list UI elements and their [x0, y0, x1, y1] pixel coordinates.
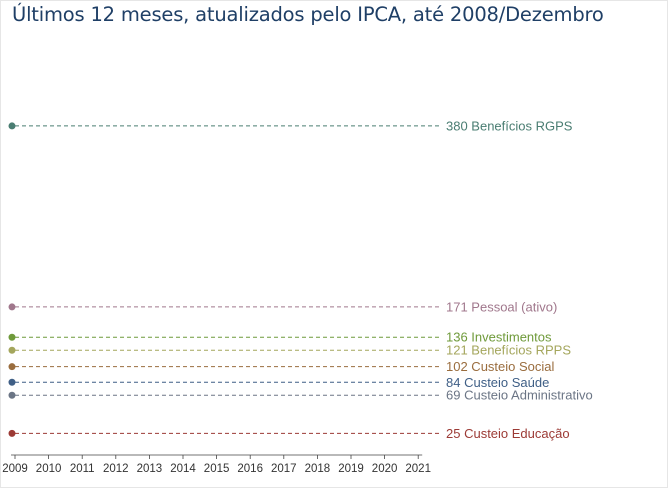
series-group: 102 Custeio Social [8, 359, 555, 374]
series-label: 25 Custeio Educação [446, 426, 570, 441]
series-label: 69 Custeio Administrativo [446, 388, 593, 403]
series-layer: 380 Benefícios RGPS 171 Pessoal (ativo) 13… [8, 118, 593, 441]
x-tick-label: 2017 [271, 463, 297, 475]
x-tick-label: 2013 [137, 463, 163, 475]
data-point[interactable] [8, 303, 16, 311]
x-tick-label: 2014 [170, 463, 196, 475]
data-point[interactable] [8, 429, 16, 437]
x-tick-label: 2015 [204, 463, 230, 475]
series-label: 380 Benefícios RGPS [446, 118, 573, 133]
series-group: 171 Pessoal (ativo) [8, 299, 557, 314]
data-point[interactable] [8, 346, 16, 354]
data-point[interactable] [8, 122, 16, 130]
series-label: 136 Investimentos [446, 330, 552, 345]
series-group: 84 Custeio Saúde [8, 375, 549, 390]
x-tick-label: 2020 [372, 463, 398, 475]
series-group: 121 Benefícios RPPS [8, 343, 571, 358]
x-tick-label: 2018 [305, 463, 331, 475]
series-label: 121 Benefícios RPPS [446, 343, 571, 358]
data-point[interactable] [8, 363, 16, 371]
x-tick-label: 2010 [36, 463, 62, 475]
x-tick-label: 2011 [70, 463, 95, 475]
x-tick-label: 2016 [237, 463, 263, 475]
series-label: 171 Pessoal (ativo) [446, 299, 557, 314]
x-tick-label: 2009 [2, 463, 28, 475]
chart-title: Últimos 12 meses, atualizados pelo IPCA,… [12, 3, 604, 26]
data-point[interactable] [8, 391, 16, 399]
series-group: 25 Custeio Educação [8, 426, 570, 441]
x-tick-label: 2019 [338, 463, 364, 475]
x-tick-label: 2012 [103, 463, 129, 475]
series-group: 136 Investimentos [8, 330, 552, 345]
x-axis: 2009 2010 2011 2012 2013 2014 2015 2016 2017 2018… [2, 454, 431, 475]
series-label: 102 Custeio Social [446, 359, 555, 374]
data-point[interactable] [8, 378, 16, 386]
series-group: 380 Benefícios RGPS [8, 118, 573, 133]
series-group: 69 Custeio Administrativo [8, 388, 593, 403]
data-point[interactable] [8, 333, 16, 341]
series-label: 84 Custeio Saúde [446, 375, 549, 390]
x-tick-label: 2021 [405, 463, 431, 475]
